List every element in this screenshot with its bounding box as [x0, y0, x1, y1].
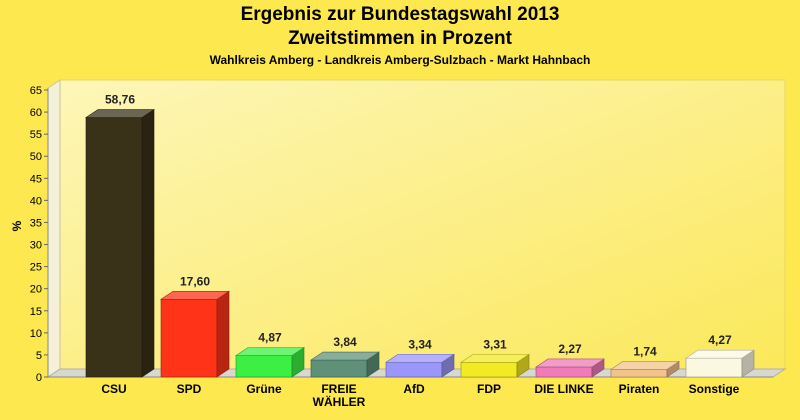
- bar: [160, 290, 230, 378]
- data-label: 58,76: [105, 93, 135, 107]
- bar-top: [85, 109, 155, 118]
- x-tick-label: DIE LINKE: [534, 382, 593, 396]
- chart-title-line2: Zweitstimmen in Prozent: [288, 28, 512, 49]
- x-tick-label: AfD: [403, 382, 425, 396]
- y-tick-label: 0: [36, 372, 42, 384]
- y-tick-label: 20: [30, 284, 42, 296]
- side-wall: [47, 79, 61, 378]
- x-tick-label: Grüne: [246, 382, 282, 396]
- bar-top: [310, 351, 380, 361]
- data-label: 2,27: [558, 342, 582, 356]
- x-tick-label: FREIE: [321, 382, 356, 396]
- x-tick-label: FDP: [477, 382, 501, 396]
- y-tick-label: 5: [36, 350, 42, 362]
- bar-top: [685, 349, 755, 359]
- y-tick-label: 15: [30, 306, 42, 318]
- bar: [310, 351, 380, 378]
- y-tick-label: 65: [30, 85, 42, 97]
- data-label: 4,87: [258, 330, 282, 344]
- bar-front: [385, 361, 443, 378]
- chart-subtitle: Wahlkreis Amberg - Landkreis Amberg-Sulz…: [209, 53, 591, 67]
- bar: [685, 349, 755, 378]
- bar-front: [310, 359, 368, 378]
- chart-title: Ergebnis zur Bundestagswahl 2013: [240, 4, 560, 25]
- data-label: 3,34: [408, 337, 432, 351]
- data-label: 4,27: [708, 333, 732, 347]
- bar: [235, 346, 305, 378]
- bar-top: [460, 354, 530, 363]
- bar-front: [610, 369, 668, 378]
- bar-top: [610, 361, 680, 370]
- bar-front: [460, 362, 518, 378]
- bar-front: [160, 298, 218, 378]
- bar: [385, 353, 455, 378]
- bar-top: [235, 347, 305, 356]
- y-tick-label: 30: [30, 240, 42, 252]
- x-tick-label: Sonstige: [689, 382, 740, 396]
- bar-top: [160, 290, 230, 300]
- bar-front: [535, 366, 593, 378]
- bar: [460, 353, 530, 378]
- bar: [85, 108, 155, 378]
- x-tick-label: CSU: [101, 382, 126, 396]
- y-axis-label: %: [10, 220, 24, 231]
- bar-top: [535, 358, 605, 368]
- y-tick-label: 35: [30, 217, 42, 229]
- bar-front: [685, 357, 743, 378]
- y-tick-label: 25: [30, 262, 42, 274]
- x-tick-label: Piraten: [619, 382, 660, 396]
- y-tick-label: 40: [30, 195, 42, 207]
- data-label: 1,74: [633, 344, 657, 358]
- bar: [610, 360, 680, 378]
- x-tick-label: SPD: [177, 382, 202, 396]
- bar-top: [385, 353, 455, 363]
- bar-side: [141, 108, 155, 378]
- x-tick-label: WÄHLER: [313, 394, 366, 409]
- data-label: 17,60: [180, 274, 210, 288]
- bar-side: [216, 290, 230, 378]
- bar: [535, 358, 605, 378]
- y-tick-label: 60: [30, 107, 42, 119]
- y-tick-label: 50: [30, 151, 42, 163]
- data-label: 3,31: [483, 337, 507, 351]
- y-tick-label: 10: [30, 328, 42, 340]
- bar-front: [235, 355, 293, 378]
- data-label: 3,84: [333, 335, 357, 349]
- y-tick-label: 45: [30, 173, 42, 185]
- y-tick-label: 55: [30, 129, 42, 141]
- bar-front: [85, 117, 143, 378]
